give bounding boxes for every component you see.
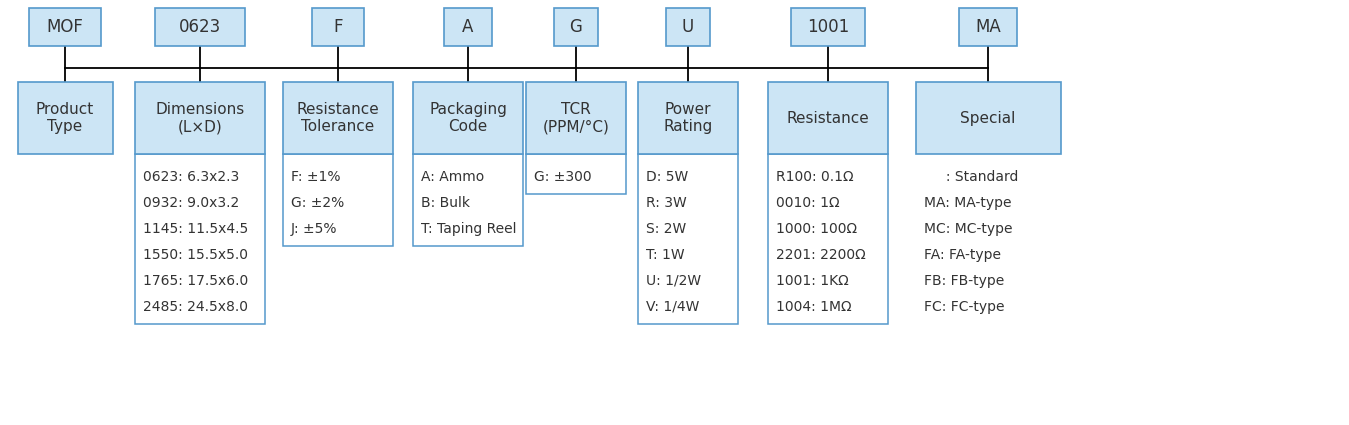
Text: A: A [463,18,473,36]
FancyBboxPatch shape [413,154,523,246]
Text: G: G [569,18,583,36]
Text: Packaging
Code: Packaging Code [429,102,507,134]
Text: U: U [681,18,695,36]
Text: R100: 0.1Ω: R100: 0.1Ω [776,170,854,184]
FancyBboxPatch shape [916,82,1060,154]
FancyBboxPatch shape [526,82,626,154]
FancyBboxPatch shape [28,8,101,46]
Text: Special: Special [960,110,1016,125]
Text: J: ±5%: J: ±5% [291,222,337,236]
Text: 1001: 1KΩ: 1001: 1KΩ [776,274,849,288]
Text: FC: FC-type: FC: FC-type [924,300,1004,314]
Text: 2485: 24.5x8.0: 2485: 24.5x8.0 [143,300,248,314]
Text: D: 5W: D: 5W [646,170,688,184]
Text: F: F [333,18,343,36]
Text: F: ±1%: F: ±1% [291,170,340,184]
Text: 0623: 0623 [179,18,221,36]
Text: T: Taping Reel: T: Taping Reel [421,222,517,236]
FancyBboxPatch shape [638,154,738,324]
Text: R: 3W: R: 3W [646,196,687,210]
Text: Resistance: Resistance [786,110,869,125]
Text: Power
Rating: Power Rating [664,102,712,134]
Text: : Standard: : Standard [924,170,1018,184]
Text: U: 1/2W: U: 1/2W [646,274,701,288]
FancyBboxPatch shape [135,154,264,324]
FancyBboxPatch shape [18,82,112,154]
Text: 1145: 11.5x4.5: 1145: 11.5x4.5 [143,222,248,236]
Text: Product
Type: Product Type [36,102,94,134]
Text: MA: MA-type: MA: MA-type [924,196,1010,210]
FancyBboxPatch shape [768,82,888,154]
FancyBboxPatch shape [413,82,523,154]
FancyBboxPatch shape [135,82,264,154]
FancyBboxPatch shape [283,82,393,154]
FancyBboxPatch shape [444,8,492,46]
Text: 1004: 1MΩ: 1004: 1MΩ [776,300,851,314]
FancyBboxPatch shape [155,8,246,46]
Text: B: Bulk: B: Bulk [421,196,469,210]
Text: 1000: 100Ω: 1000: 100Ω [776,222,857,236]
Text: MA: MA [975,18,1001,36]
Text: G: ±2%: G: ±2% [291,196,344,210]
Text: 0010: 1Ω: 0010: 1Ω [776,196,839,210]
Text: 1550: 15.5x5.0: 1550: 15.5x5.0 [143,248,248,262]
Text: 1765: 17.5x6.0: 1765: 17.5x6.0 [143,274,248,288]
FancyBboxPatch shape [666,8,710,46]
Text: MC: MC-type: MC: MC-type [924,222,1012,236]
Text: A: Ammo: A: Ammo [421,170,484,184]
Text: FA: FA-type: FA: FA-type [924,248,1001,262]
Text: S: 2W: S: 2W [646,222,687,236]
Text: T: 1W: T: 1W [646,248,685,262]
Text: Resistance
Tolerance: Resistance Tolerance [297,102,379,134]
FancyBboxPatch shape [768,154,888,324]
Text: Dimensions
(L×D): Dimensions (L×D) [155,102,244,134]
Text: MOF: MOF [47,18,84,36]
Text: V: 1/4W: V: 1/4W [646,300,699,314]
Text: 0623: 6.3x2.3: 0623: 6.3x2.3 [143,170,239,184]
Text: 0932: 9.0x3.2: 0932: 9.0x3.2 [143,196,239,210]
FancyBboxPatch shape [526,154,626,194]
Text: 1001: 1001 [807,18,849,36]
FancyBboxPatch shape [959,8,1017,46]
FancyBboxPatch shape [638,82,738,154]
Text: FB: FB-type: FB: FB-type [924,274,1004,288]
FancyBboxPatch shape [312,8,364,46]
Text: TCR
(PPM/°C): TCR (PPM/°C) [542,102,610,134]
FancyBboxPatch shape [554,8,598,46]
FancyBboxPatch shape [791,8,865,46]
FancyBboxPatch shape [283,154,393,246]
Text: 2201: 2200Ω: 2201: 2200Ω [776,248,866,262]
Text: G: ±300: G: ±300 [534,170,592,184]
